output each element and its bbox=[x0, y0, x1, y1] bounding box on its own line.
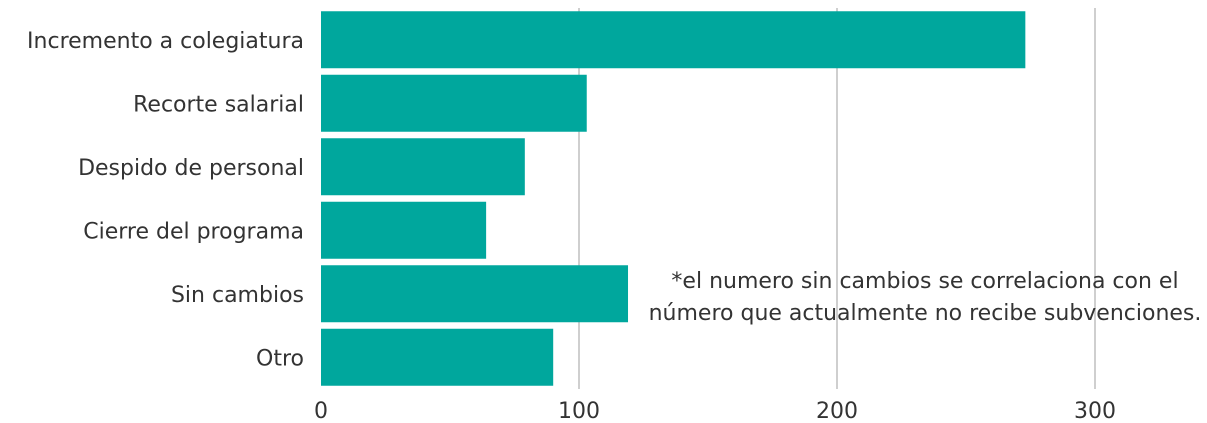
gridlines bbox=[578, 8, 1096, 389]
category-label: Incremento a colegiatura bbox=[27, 29, 304, 54]
bar bbox=[321, 328, 554, 386]
x-axis-tick-labels: 0 100 200 300 bbox=[314, 399, 1116, 423]
bar bbox=[321, 201, 487, 259]
category-label: Otro bbox=[256, 346, 304, 371]
category-label: Recorte salarial bbox=[133, 92, 304, 117]
bar bbox=[321, 11, 1026, 69]
bars bbox=[321, 11, 1026, 386]
category-label: Despido de personal bbox=[78, 156, 304, 181]
tick-label: 300 bbox=[1074, 399, 1116, 423]
bar bbox=[321, 74, 587, 132]
category-label: Sin cambios bbox=[171, 283, 304, 308]
category-labels: Incremento a colegiatura Recorte salarial… bbox=[27, 29, 304, 372]
category-label: Cierre del programa bbox=[83, 219, 304, 244]
bar bbox=[321, 138, 525, 196]
tick-label: 0 bbox=[314, 399, 328, 423]
bar bbox=[321, 265, 629, 323]
chart-annotation: *el numero sin cambios se correlaciona c… bbox=[648, 269, 1202, 326]
tick-label: 200 bbox=[816, 399, 858, 423]
tick-label: 100 bbox=[558, 399, 600, 423]
